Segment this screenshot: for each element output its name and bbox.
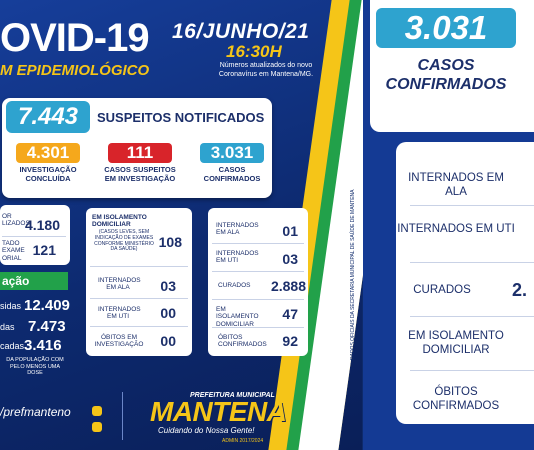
social-handle: /prefmanteno	[0, 405, 71, 419]
cured-value: 2.888	[270, 278, 306, 294]
tests-row-label: OR LIZADOS	[2, 213, 30, 228]
ward-inv-label: INTERNADOS EM ALA	[98, 277, 141, 292]
suspected-cases-value: 111	[108, 143, 172, 163]
vaccination-row-value: 12.409	[24, 297, 70, 314]
isolation-label: EM ISOLAMENTO DOMICILIAR	[92, 214, 147, 229]
right-deaths-label: ÓBITOS CONFIRMADOS	[412, 386, 500, 412]
tests-row-value: 4.180	[24, 217, 60, 233]
deaths-inv-value: 00	[160, 333, 176, 349]
facebook-icon	[92, 422, 102, 432]
confirmed-detail-card	[396, 142, 534, 424]
right-ward-label: INTERNADOS EM ALA	[408, 172, 504, 198]
divider	[410, 205, 534, 206]
icu-inv-value: 00	[160, 305, 176, 321]
mantena-logo: MANTENA	[150, 396, 287, 427]
deaths-label: ÓBITOS CONFIRMADOS	[218, 334, 267, 349]
home-isolation-value: 47	[282, 306, 298, 322]
confirmed-title: CASOS CONFIRMADOS	[385, 57, 507, 94]
vaccination-row-label: das	[0, 322, 15, 332]
footer-divider	[122, 392, 123, 440]
deaths-value: 92	[282, 333, 298, 349]
confirmed-cases-label: CASOS CONFIRMADOS	[203, 165, 261, 183]
right-home-isolation-label: EM ISOLAMENTO DOMICILIAR	[408, 330, 504, 356]
home-isolation-label: EM ISOLAMENTO DOMICILIAR	[216, 306, 259, 328]
vaccination-row-label: cadas	[0, 341, 25, 351]
logo-admin: ADMIN 2017/2024	[222, 438, 264, 444]
deaths-inv-label: ÓBITOS EM INVESTIGAÇÃO	[94, 334, 144, 349]
update-note: Números atualizados do novo Coronavírus …	[218, 62, 314, 78]
bulletin-date: 16/JUNHO/21	[172, 20, 310, 43]
investigation-concluded-label: INVESTIGAÇÃO CONCLUÍDA	[19, 165, 77, 183]
vaccination-footnote: DA POPULAÇÃO COM PELO MENOS UMA DOSE	[6, 357, 64, 377]
vaccination-row-label: sidas	[0, 301, 22, 311]
vertical-source-text: DADOS OFICIAIS DA SECRETARIA MUNICIPAL D…	[350, 189, 356, 361]
cured-label: CURADOS	[218, 282, 251, 289]
confirmed-mini-card	[208, 208, 308, 356]
divider	[2, 236, 66, 237]
logo-slogan: Cuidando do Nossa Gente!	[158, 426, 255, 435]
exam-row-label: TADO EXAME ORIAL	[2, 240, 25, 262]
right-cured-label: CURADOS	[413, 284, 471, 296]
instagram-icon	[92, 406, 102, 416]
divider	[212, 243, 304, 244]
vaccination-row-value: 7.473	[28, 318, 66, 335]
divider	[90, 298, 188, 299]
divider	[212, 299, 304, 300]
divider	[410, 370, 534, 371]
confirmed-total: 3.031	[376, 8, 516, 48]
bulletin-subtitle: M EPIDEMIOLÓGICO	[0, 62, 150, 79]
isolation-sublabel: (CASOS LEVES, SEM INDICAÇÃO DE EXAMES CO…	[94, 229, 154, 253]
divider	[212, 271, 304, 272]
divider	[90, 266, 188, 267]
suspected-cases-label: CASOS SUSPEITOS EM INVESTIGAÇÃO	[104, 165, 176, 183]
investigation-card	[86, 208, 192, 356]
exam-row-value: 121	[32, 242, 56, 258]
divider	[212, 327, 304, 328]
bulletin-title: OVID-19	[0, 16, 150, 60]
confirmed-cases-value: 3.031	[200, 143, 264, 163]
ward-label: INTERNADOS EM ALA	[216, 222, 259, 237]
bulletin-time: 16:30H	[226, 42, 282, 61]
ward-inv-value: 03	[160, 278, 176, 294]
investigation-concluded-value: 4.301	[16, 143, 80, 163]
tests-card	[0, 205, 70, 265]
right-cured-value: 2.	[512, 280, 528, 300]
vaccination-tab: ação	[0, 272, 68, 290]
vaccination-row-value: 3.416	[24, 337, 62, 354]
icu-label: INTERNADOS EM UTI	[216, 250, 259, 265]
suspects-total: 7.443	[6, 101, 90, 133]
isolation-value: 108	[158, 234, 182, 250]
divider	[410, 316, 534, 317]
icu-value: 03	[282, 251, 298, 267]
logo-caption: PREFEITURA MUNICIPAL	[190, 392, 275, 399]
divider	[410, 262, 534, 263]
ward-value: 01	[282, 223, 298, 239]
right-icu-label: INTERNADOS EM UTI	[397, 223, 515, 235]
icu-inv-label: INTERNADOS EM UTI	[98, 306, 141, 321]
divider	[90, 326, 188, 327]
suspects-label: SUSPEITOS NOTIFICADOS	[97, 110, 265, 125]
